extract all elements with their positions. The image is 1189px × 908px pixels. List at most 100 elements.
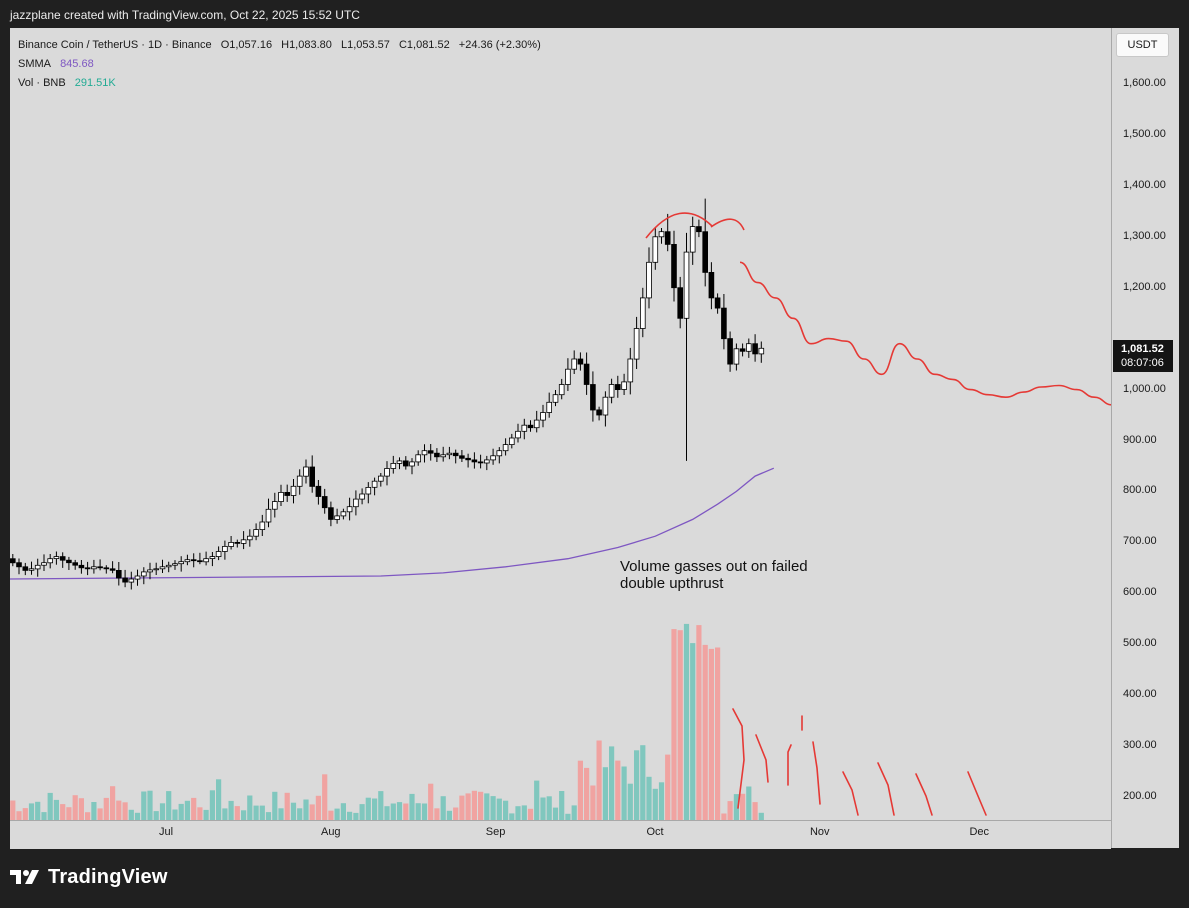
- projected-volume-stroke: [787, 744, 792, 786]
- volume-bar: [746, 786, 752, 820]
- volume-bar: [334, 808, 340, 820]
- symbol-title[interactable]: Binance Coin / TetherUS · 1D · Binance: [18, 39, 212, 51]
- volume-bar: [16, 811, 22, 820]
- time-tick-label: Nov: [809, 826, 830, 838]
- time-axis[interactable]: [10, 820, 1111, 849]
- volume-label[interactable]: Vol · BNB: [18, 77, 66, 89]
- volume-bar: [640, 745, 646, 820]
- candle: [116, 570, 122, 579]
- volume-bar: [559, 791, 565, 820]
- symbol-row[interactable]: Binance Coin / TetherUS · 1D · Binance O…: [18, 36, 547, 55]
- candle: [28, 568, 35, 571]
- footer-brand: TradingView: [10, 862, 168, 892]
- candle: [377, 475, 384, 482]
- candle: [159, 566, 166, 570]
- time-tick-label: Jul: [158, 826, 174, 838]
- volume-bar: [297, 808, 303, 820]
- volume-bar: [72, 795, 78, 820]
- volume-bar: [708, 648, 714, 820]
- volume-bar: [415, 803, 421, 820]
- candle: [608, 384, 615, 398]
- candle: [184, 559, 191, 563]
- volume-bar: [259, 805, 265, 820]
- volume-bar: [378, 791, 384, 820]
- double-top-arc-2: [710, 218, 745, 231]
- candle: [296, 475, 303, 487]
- candle: [109, 568, 116, 571]
- volume-bar: [209, 790, 215, 820]
- volume-bar: [116, 800, 122, 820]
- candle: [10, 558, 16, 564]
- price-tick-label: 1,500.00: [1123, 127, 1166, 140]
- candle: [490, 455, 496, 461]
- price-tick-label: 400.00: [1123, 688, 1157, 701]
- volume-bar: [234, 806, 240, 820]
- smma-row[interactable]: SMMA 845.68: [18, 55, 547, 74]
- candle: [546, 401, 552, 413]
- volume-bar: [78, 798, 84, 820]
- candle: [16, 562, 22, 568]
- volume-bar: [546, 796, 552, 820]
- price-tick-label: 1,000.00: [1123, 382, 1166, 395]
- volume-bar: [390, 803, 396, 820]
- price-chart[interactable]: [10, 28, 1111, 820]
- candle: [452, 452, 459, 457]
- volume-bar: [396, 802, 403, 820]
- volume-bar: [122, 802, 128, 820]
- volume-bar: [322, 774, 328, 820]
- candle: [714, 297, 721, 309]
- candle: [502, 444, 509, 452]
- price-axis[interactable]: [1111, 28, 1179, 848]
- candle: [246, 535, 253, 541]
- candle: [415, 454, 421, 463]
- candle: [165, 564, 172, 568]
- volume-bar: [191, 797, 197, 820]
- volume-bar: [340, 803, 346, 820]
- candle: [702, 231, 708, 273]
- volume-bar: [690, 643, 696, 820]
- text-annotation[interactable]: Volume gasses out on failed double upthr…: [620, 558, 880, 592]
- candle: [621, 381, 627, 390]
- price-tick-label: 700.00: [1123, 535, 1157, 548]
- candle: [696, 226, 702, 233]
- candle: [396, 460, 403, 464]
- volume-bar: [696, 625, 702, 820]
- volume-bar: [47, 792, 53, 820]
- volume-bar: [365, 797, 371, 820]
- candle: [402, 460, 409, 467]
- time-tick-label: Sep: [485, 826, 506, 838]
- time-tick-label: Dec: [969, 826, 989, 838]
- volume-bar: [621, 766, 627, 820]
- candle: [371, 480, 378, 488]
- volume-bar: [265, 812, 272, 820]
- plot-area[interactable]: [10, 28, 1111, 820]
- candle: [228, 542, 234, 547]
- volume-bar: [577, 760, 583, 820]
- volume-bar: [128, 809, 134, 820]
- annotation-line-1: Volume gasses out on failed: [620, 558, 808, 575]
- price-tick-label: 1,200.00: [1123, 280, 1166, 293]
- volume-bar: [203, 809, 209, 820]
- annotation-line-2: double upthrust: [620, 575, 724, 592]
- currency-button[interactable]: USDT: [1116, 33, 1169, 57]
- volume-bar: [496, 798, 502, 820]
- candle: [284, 491, 290, 496]
- volume-bar: [228, 800, 234, 820]
- candle: [590, 384, 596, 411]
- volume-bar: [241, 810, 247, 820]
- low-value: L1,053.57: [340, 39, 390, 51]
- candle: [533, 419, 540, 429]
- volume-bar: [758, 812, 764, 820]
- smma-label[interactable]: SMMA: [18, 58, 51, 70]
- credit-text: jazzplane created with TradingView.com, …: [10, 8, 360, 22]
- volume-bar: [103, 797, 109, 820]
- change-value: +24.36 (+2.30%): [458, 39, 541, 51]
- volume-row[interactable]: Vol · BNB 291.51K: [18, 74, 547, 93]
- double-top-arc-1: [645, 212, 713, 239]
- volume-bar: [134, 812, 141, 820]
- candle: [315, 485, 322, 497]
- candle: [203, 558, 209, 563]
- candle: [596, 409, 602, 416]
- volume-bar: [216, 779, 222, 820]
- volume-bar: [35, 801, 41, 820]
